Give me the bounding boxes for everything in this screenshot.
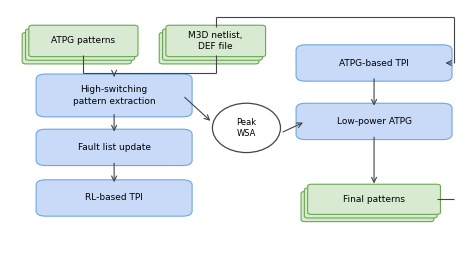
Text: High-switching
pattern extraction: High-switching pattern extraction xyxy=(73,85,155,105)
FancyBboxPatch shape xyxy=(26,29,135,60)
FancyBboxPatch shape xyxy=(22,33,131,64)
Text: RL-based TPI: RL-based TPI xyxy=(85,193,143,203)
Text: Final patterns: Final patterns xyxy=(343,195,405,204)
FancyBboxPatch shape xyxy=(166,25,265,57)
Ellipse shape xyxy=(212,103,281,153)
FancyBboxPatch shape xyxy=(36,180,192,216)
FancyBboxPatch shape xyxy=(159,33,259,64)
Text: Fault list update: Fault list update xyxy=(78,143,151,152)
Text: ATPG-based TPI: ATPG-based TPI xyxy=(339,58,409,68)
FancyBboxPatch shape xyxy=(36,129,192,165)
Text: M3D netlist,
DEF file: M3D netlist, DEF file xyxy=(189,31,243,51)
FancyBboxPatch shape xyxy=(36,74,192,117)
Text: Peak
WSA: Peak WSA xyxy=(237,118,256,138)
Text: Low-power ATPG: Low-power ATPG xyxy=(337,117,411,126)
FancyBboxPatch shape xyxy=(296,45,452,81)
FancyBboxPatch shape xyxy=(308,184,440,214)
FancyBboxPatch shape xyxy=(296,103,452,140)
FancyBboxPatch shape xyxy=(29,25,138,57)
FancyBboxPatch shape xyxy=(301,192,434,222)
FancyBboxPatch shape xyxy=(304,188,437,218)
FancyBboxPatch shape xyxy=(163,29,262,60)
Text: ATPG patterns: ATPG patterns xyxy=(51,37,116,45)
